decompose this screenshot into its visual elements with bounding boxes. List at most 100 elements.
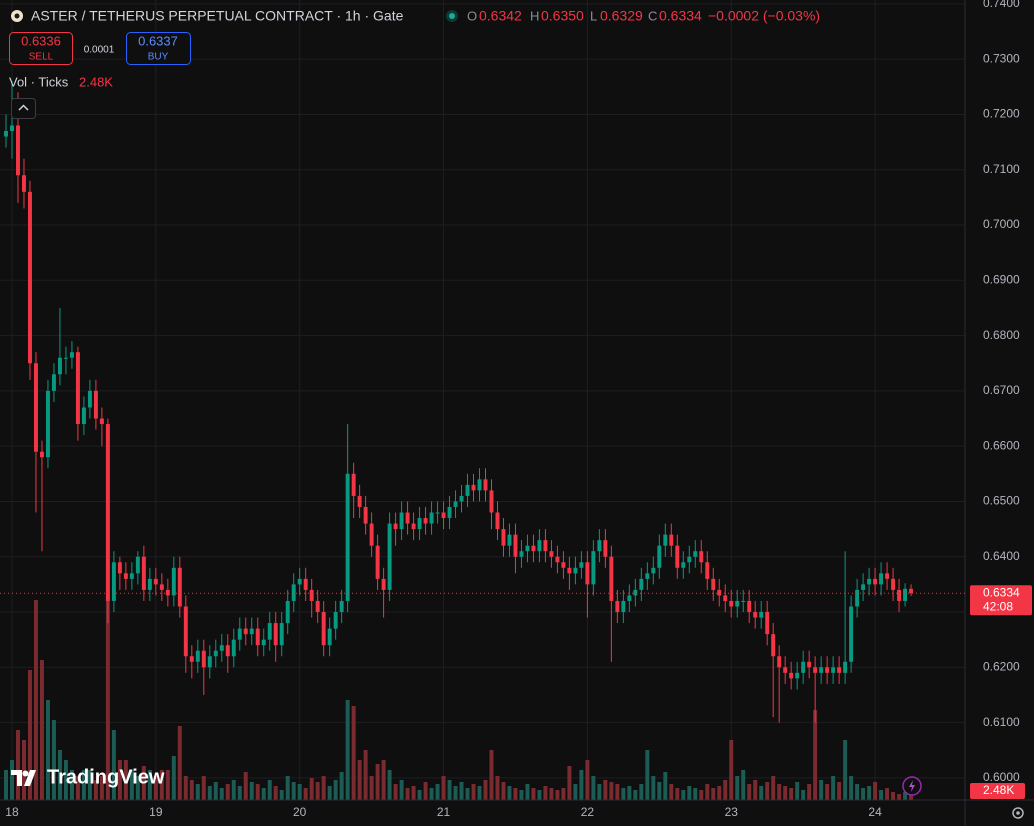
candle-body <box>825 667 830 673</box>
candle-body <box>207 656 212 668</box>
candle-body <box>123 573 128 579</box>
volume-bar <box>567 766 572 800</box>
y-tick-label: 0.7400 <box>983 0 1020 10</box>
volume-bar <box>819 780 824 800</box>
candle-body <box>735 600 740 607</box>
sell-button[interactable] <box>9 32 73 65</box>
candle-body <box>183 606 188 657</box>
candle-body <box>717 589 722 596</box>
volume-bar <box>489 750 494 800</box>
x-tick-label: 19 <box>149 805 163 819</box>
volume-bar <box>837 782 842 800</box>
alert-icon[interactable] <box>902 776 922 796</box>
volume-bar <box>165 770 170 800</box>
logo-icon <box>11 770 36 786</box>
candle-body <box>369 523 374 546</box>
volume-bar <box>777 784 782 800</box>
volume-bar <box>693 788 698 800</box>
candle-body <box>675 545 680 568</box>
volume-bar <box>351 706 356 800</box>
x-tick-label: 18 <box>5 805 19 819</box>
candle-body <box>315 600 320 613</box>
buy-price: 0.6337 <box>138 33 178 48</box>
candle-body <box>615 600 620 613</box>
candle-body <box>69 352 74 358</box>
volume-bar <box>549 788 554 800</box>
volume-bar <box>453 786 458 800</box>
candle-body <box>453 501 458 507</box>
candle-body <box>429 512 434 524</box>
candle-body <box>567 567 572 574</box>
volume-bar <box>135 776 140 800</box>
volume-bar <box>369 776 374 800</box>
candle-body <box>93 390 98 419</box>
volume-bar <box>597 784 602 800</box>
symbol-title[interactable]: ASTER / TETHERUS PERPETUAL CONTRACT · 1h… <box>31 8 404 24</box>
volume-bar <box>735 776 740 800</box>
candle-body <box>807 661 812 668</box>
candle-body <box>159 584 164 590</box>
candle-body <box>21 175 26 192</box>
buy-button[interactable] <box>126 32 191 65</box>
volume-bar <box>147 770 152 800</box>
candle-body <box>693 551 698 557</box>
close-label: C <box>648 8 657 23</box>
volume-bar <box>759 786 764 800</box>
high-value: 0.6350 <box>541 8 584 24</box>
candle-body <box>801 661 806 673</box>
volume-bar <box>573 784 578 800</box>
candle-body <box>783 667 788 673</box>
volume-bar <box>123 760 128 800</box>
candle-body <box>579 562 584 568</box>
logo-text: TradingView <box>47 766 165 788</box>
volume-bar <box>465 788 470 800</box>
volume-bar <box>333 780 338 800</box>
volume-bar <box>267 780 272 800</box>
volume-bar <box>69 770 74 800</box>
low-value: 0.6329 <box>600 8 643 24</box>
volume-bar <box>789 788 794 800</box>
candle-body <box>279 623 284 646</box>
settings-icon[interactable] <box>1012 807 1024 819</box>
candle-body <box>399 512 404 530</box>
candle-body <box>537 540 542 552</box>
volume-bar <box>195 784 200 800</box>
symbol-icon-dot <box>14 13 20 19</box>
volume-bar <box>21 740 26 800</box>
candle-body <box>447 506 452 519</box>
candle-body <box>237 628 242 640</box>
candle-body <box>507 534 512 546</box>
candle-body <box>777 656 782 668</box>
volume-bar <box>867 786 872 800</box>
volume-bar <box>27 670 32 800</box>
candle-body <box>105 424 110 601</box>
volume-bar <box>105 600 110 800</box>
volume-bar <box>741 770 746 800</box>
volume-bar <box>249 782 254 800</box>
candle-body <box>813 667 818 673</box>
candle-body <box>885 573 890 579</box>
volume-bar <box>813 710 818 800</box>
candle-body <box>243 628 248 635</box>
volume-bar <box>879 790 884 800</box>
candle-body <box>771 634 776 657</box>
high-label: H <box>530 8 539 23</box>
candle-body <box>909 588 914 594</box>
volume-bar <box>645 750 650 800</box>
candle-body <box>405 512 410 524</box>
countdown: 42:08 <box>983 599 1013 613</box>
buy-label: BUY <box>148 52 169 63</box>
volume-bar <box>399 780 404 800</box>
alert-bolt <box>909 780 915 792</box>
volume-bar <box>189 780 194 800</box>
candle-body <box>765 612 770 635</box>
volume-bar <box>885 788 890 800</box>
volume-bar <box>411 786 416 800</box>
volume-bar <box>873 782 878 800</box>
candle-body <box>81 407 86 425</box>
candle-body <box>621 600 626 613</box>
collapse-button[interactable] <box>11 98 36 119</box>
candle-body <box>4 131 8 137</box>
